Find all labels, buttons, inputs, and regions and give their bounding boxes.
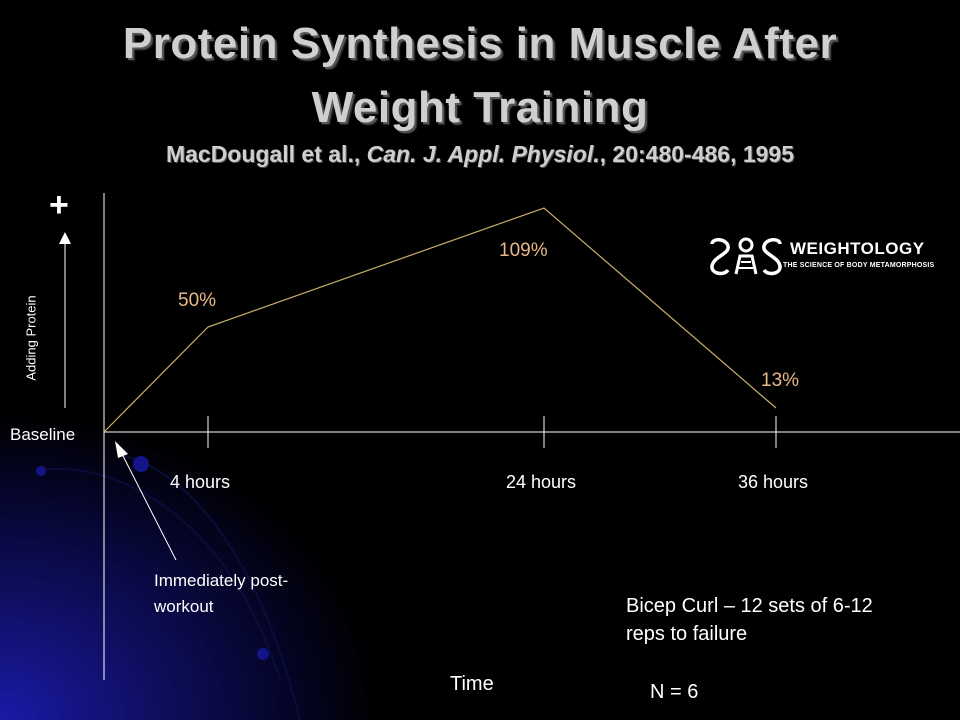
title-line-1: Protein Synthesis in Muscle After — [122, 19, 838, 68]
study-note: Bicep Curl – 12 sets of 6-12 reps to fai… — [626, 592, 873, 648]
subtitle-reference: , 20:480-486, 1995 — [599, 141, 795, 167]
weightology-logo: WEIGHTOLOGY THE SCIENCE OF BODY METAMORP… — [708, 236, 940, 276]
series-line — [103, 207, 777, 433]
x-ticks — [207, 416, 777, 448]
sample-size-label: N = 6 — [650, 681, 699, 703]
note-line-2: reps to failure — [626, 623, 748, 645]
data-label-13-percent: 13% — [761, 370, 800, 391]
annotation-line-1: Immediately post- — [154, 571, 289, 590]
annotation-arrow-icon — [115, 441, 128, 458]
baseline-label: Baseline — [10, 425, 76, 444]
subtitle-authors: MacDougall et al., — [165, 141, 367, 167]
x-tick-label-36h: 36 hours — [738, 472, 809, 492]
annotation-arrow-shaft — [120, 451, 177, 561]
annotation-line-2: workout — [154, 597, 214, 616]
data-label-50-percent: 50% — [178, 290, 217, 311]
data-label-109-percent: 109% — [499, 240, 548, 261]
up-arrow-icon — [59, 232, 71, 244]
immediately-post-workout-annotation: Immediately post- workout — [154, 568, 344, 620]
plus-sign: + — [49, 186, 69, 224]
y-axis-label: Adding Protein — [23, 295, 39, 381]
x-tick-label-4h: 4 hours — [170, 472, 231, 492]
subtitle: MacDougall et al., Can. J. Appl. Physiol… — [0, 141, 960, 168]
logo-tagline: THE SCIENCE OF BODY METAMORPHOSIS — [783, 262, 935, 269]
note-line-1: Bicep Curl – 12 sets of 6-12 — [626, 595, 873, 617]
dna-muscle-icon — [710, 237, 782, 276]
logo-name: WEIGHTOLOGY — [790, 239, 925, 258]
title-line-2: Weight Training — [311, 83, 649, 132]
subtitle-journal: Can. J. Appl. Physiol. — [366, 141, 600, 167]
x-tick-label-24h: 24 hours — [506, 472, 577, 492]
x-axis-label: Time — [450, 673, 494, 695]
